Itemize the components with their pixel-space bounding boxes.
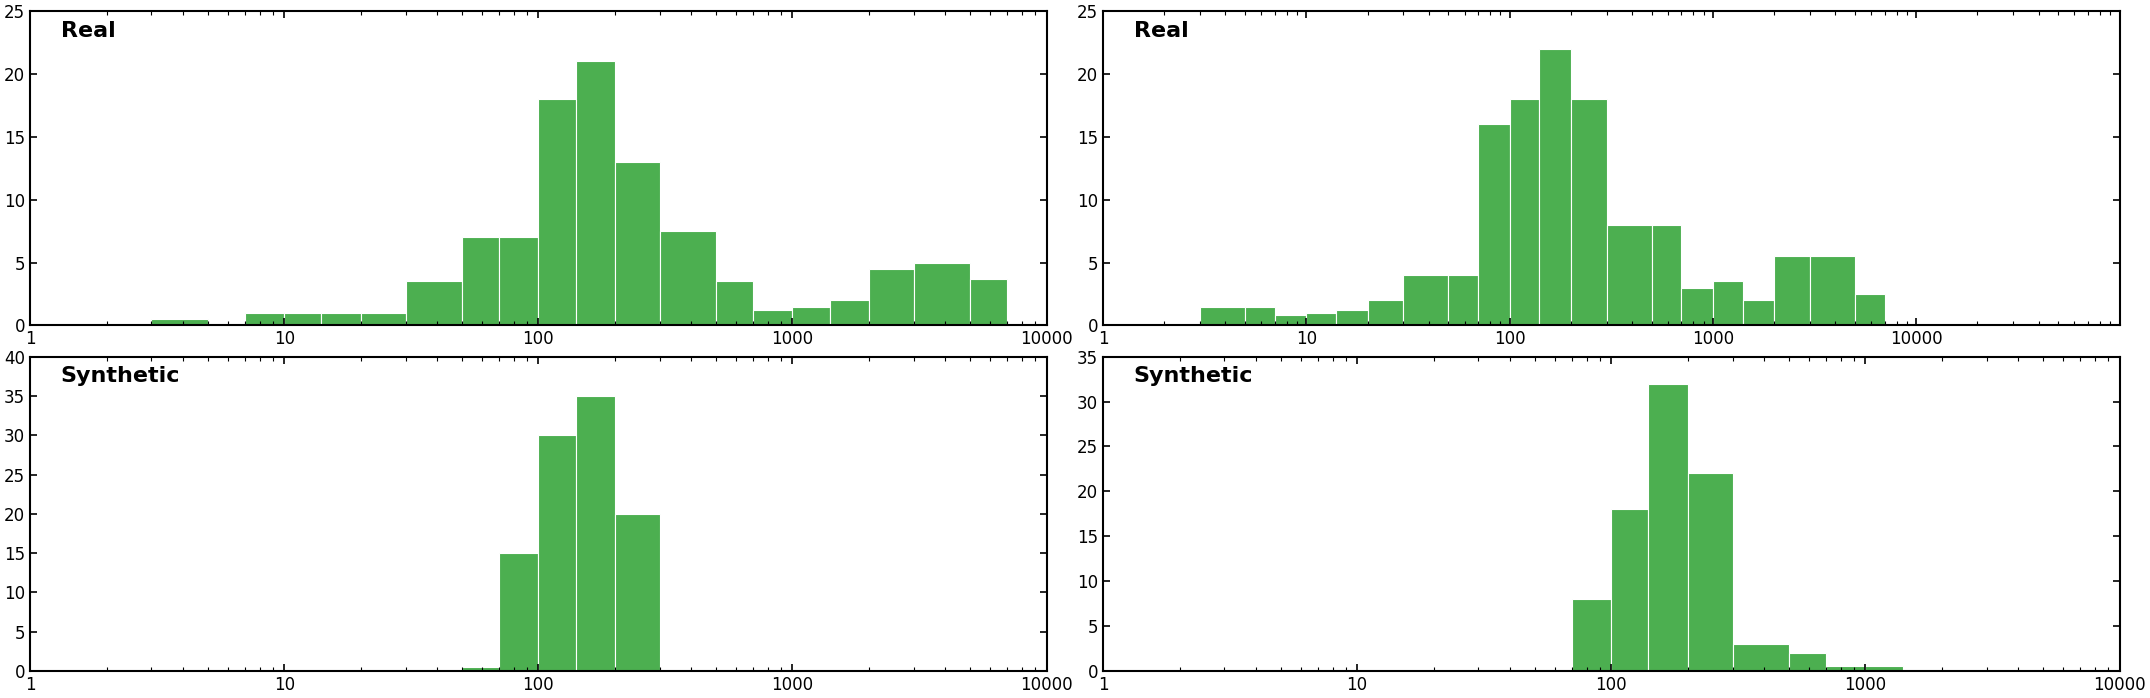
Bar bbox=[406, 281, 462, 325]
Bar bbox=[830, 300, 869, 325]
Bar bbox=[1367, 300, 1404, 325]
Bar bbox=[576, 61, 615, 325]
Bar bbox=[793, 306, 830, 325]
Bar bbox=[1733, 644, 1789, 671]
Bar bbox=[615, 514, 660, 671]
Bar bbox=[1449, 275, 1479, 325]
Bar bbox=[462, 667, 499, 671]
Bar bbox=[245, 313, 284, 325]
Bar bbox=[1610, 510, 1649, 671]
Bar bbox=[1606, 225, 1651, 325]
Bar bbox=[970, 279, 1006, 325]
Bar bbox=[1404, 275, 1449, 325]
Bar bbox=[1789, 653, 1825, 671]
Bar bbox=[284, 313, 320, 325]
Text: Real: Real bbox=[1133, 21, 1189, 40]
Bar bbox=[752, 311, 793, 325]
Bar bbox=[1774, 256, 1810, 325]
Bar bbox=[1810, 256, 1855, 325]
Bar bbox=[1539, 49, 1572, 325]
Bar bbox=[1866, 667, 1903, 671]
Text: Synthetic: Synthetic bbox=[60, 366, 181, 386]
Bar bbox=[499, 553, 538, 671]
Bar bbox=[576, 396, 615, 671]
Bar bbox=[1714, 281, 1744, 325]
Bar bbox=[1688, 473, 1733, 671]
Bar bbox=[1307, 313, 1335, 325]
Bar bbox=[1479, 124, 1509, 325]
Bar bbox=[716, 281, 752, 325]
Bar bbox=[1649, 384, 1688, 671]
Bar bbox=[1855, 294, 1886, 325]
Bar bbox=[1681, 288, 1714, 325]
Bar bbox=[151, 319, 209, 325]
Bar bbox=[660, 231, 716, 325]
Bar bbox=[1245, 306, 1275, 325]
Bar bbox=[1509, 99, 1539, 325]
Bar bbox=[538, 99, 576, 325]
Bar bbox=[1200, 306, 1245, 325]
Bar bbox=[914, 262, 970, 325]
Bar bbox=[1744, 300, 1774, 325]
Bar bbox=[499, 237, 538, 325]
Bar bbox=[1825, 667, 1866, 671]
Text: Real: Real bbox=[60, 21, 116, 40]
Bar bbox=[1335, 311, 1367, 325]
Bar bbox=[1651, 225, 1681, 325]
Bar bbox=[361, 313, 406, 325]
Bar bbox=[1572, 99, 1606, 325]
Bar bbox=[462, 237, 499, 325]
Bar bbox=[615, 162, 660, 325]
Bar bbox=[1275, 315, 1307, 325]
Bar bbox=[869, 269, 914, 325]
Bar bbox=[1572, 599, 1610, 671]
Bar bbox=[538, 436, 576, 671]
Bar bbox=[320, 313, 361, 325]
Text: Synthetic: Synthetic bbox=[1133, 366, 1253, 386]
